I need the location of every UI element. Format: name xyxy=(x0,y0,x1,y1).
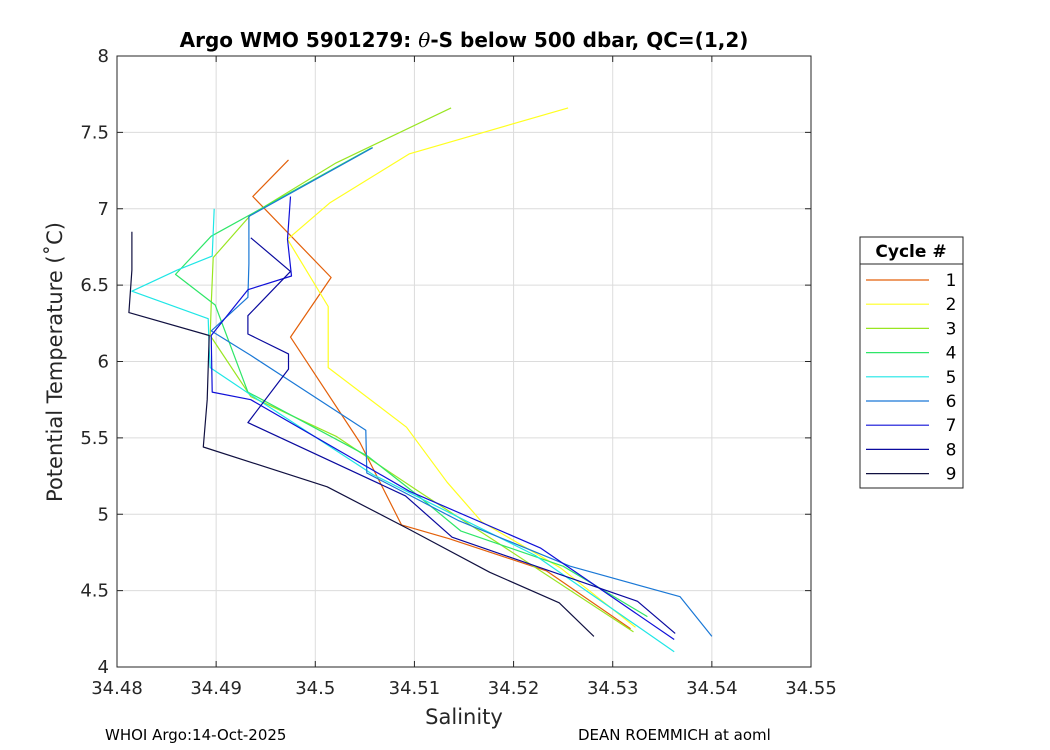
y-tick-label: 4 xyxy=(98,657,109,678)
y-tick-label: 7 xyxy=(98,199,109,220)
legend-label: 5 xyxy=(946,368,957,388)
x-axis-label: Salinity xyxy=(425,705,503,729)
y-tick-label: 8 xyxy=(98,46,109,67)
legend-label: 4 xyxy=(946,344,957,364)
legend: Cycle # 1 2 3 4 5 6 7 8 9 xyxy=(859,236,964,489)
y-tick-label: 6 xyxy=(98,352,109,373)
legend-label: 2 xyxy=(946,295,957,315)
legend-label: 9 xyxy=(946,465,957,485)
legend-label: 3 xyxy=(946,319,957,339)
y-tick-label: 4.5 xyxy=(80,581,109,602)
grid xyxy=(117,56,811,667)
legend-items: 1 2 3 4 5 6 7 8 9 xyxy=(866,271,956,485)
y-tick-label: 5 xyxy=(98,504,109,525)
footer-left: WHOI Argo:14-Oct-2025 xyxy=(105,726,287,744)
x-axis: 34.48 34.49 34.5 34.51 34.52 34.53 34.54 34.55 xyxy=(91,56,837,699)
chart-title: Argo WMO 5901279: θ-S below 500 dbar, QC… xyxy=(180,28,749,52)
series-line-2 xyxy=(286,107,636,628)
legend-label: 7 xyxy=(946,416,957,436)
x-tick-label: 34.52 xyxy=(488,678,540,699)
legend-label: 1 xyxy=(946,271,957,291)
x-tick-label: 34.55 xyxy=(785,678,837,699)
y-tick-label: 6.5 xyxy=(80,275,109,296)
series-line-4 xyxy=(174,147,648,618)
x-tick-label: 34.48 xyxy=(91,678,143,699)
footer-right: DEAN ROEMMICH at aoml xyxy=(578,726,771,744)
x-tick-label: 34.53 xyxy=(587,678,639,699)
series-line-6 xyxy=(210,147,713,637)
x-tick-label: 34.49 xyxy=(190,678,242,699)
series-line-9 xyxy=(128,231,595,637)
y-axis: 4 4.5 5 5.5 6 6.5 7 7.5 8 xyxy=(80,46,811,678)
legend-title: Cycle # xyxy=(875,242,946,262)
legend-label: 6 xyxy=(946,392,957,412)
y-axis-label: Potential Temperature (˚C) xyxy=(43,222,67,502)
series-line-7 xyxy=(210,196,675,640)
legend-label: 8 xyxy=(946,440,957,460)
legend-box xyxy=(859,236,964,489)
series-line-8 xyxy=(247,237,676,634)
data-lines xyxy=(128,107,713,653)
x-tick-label: 34.51 xyxy=(389,678,441,699)
x-tick-label: 34.5 xyxy=(295,678,335,699)
series-line-1 xyxy=(252,159,631,630)
y-tick-label: 5.5 xyxy=(80,428,109,449)
series-line-3 xyxy=(209,107,634,633)
x-tick-label: 34.54 xyxy=(686,678,738,699)
y-tick-label: 7.5 xyxy=(80,122,109,143)
